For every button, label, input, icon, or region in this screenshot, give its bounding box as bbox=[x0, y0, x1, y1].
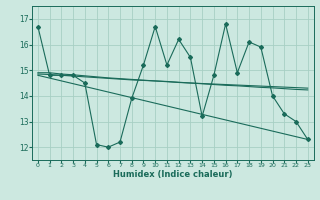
X-axis label: Humidex (Indice chaleur): Humidex (Indice chaleur) bbox=[113, 170, 233, 179]
